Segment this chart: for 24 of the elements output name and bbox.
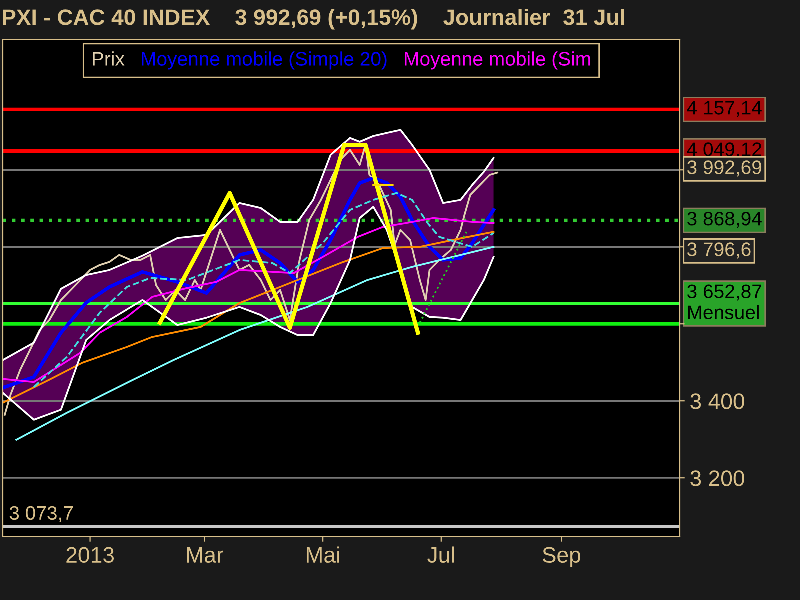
text: 3 992,69 <box>688 160 762 177</box>
ref-line-label: 4 157,14 <box>687 101 762 118</box>
line-series <box>16 246 495 441</box>
ref-line-label: 4 049,12 <box>687 142 762 159</box>
line-series <box>3 217 495 384</box>
text: Moyenne mobile (Sim <box>405 52 590 70</box>
annotation: 3 073,7 <box>10 506 74 522</box>
line-series <box>158 143 420 336</box>
y-tick-label: 3 400 <box>690 394 744 410</box>
x-tick-label: Jul <box>428 546 454 564</box>
ref-line-label: 3 652,87 Mensuel <box>688 284 762 320</box>
text: Prix <box>93 52 125 66</box>
text: 3 796,6 <box>688 242 751 259</box>
y-tick-label: 3 200 <box>690 470 744 486</box>
x-tick-label: Mar <box>187 548 224 564</box>
ref-line-label: 3 868,94 <box>688 212 762 228</box>
chart-title: PXI - CAC 40 INDEX 3 992,69 (+0,15%) Journalier 31 Jul <box>3 9 624 30</box>
x-tick-label: Sep <box>542 547 581 568</box>
line-series <box>3 206 495 421</box>
x-tick-label: Mai <box>306 546 340 564</box>
line-series <box>3 129 495 362</box>
line-series <box>3 231 495 404</box>
text: Moyenne mobile (Simple 20) <box>142 52 387 70</box>
x-tick-label: 2013 <box>66 547 114 564</box>
